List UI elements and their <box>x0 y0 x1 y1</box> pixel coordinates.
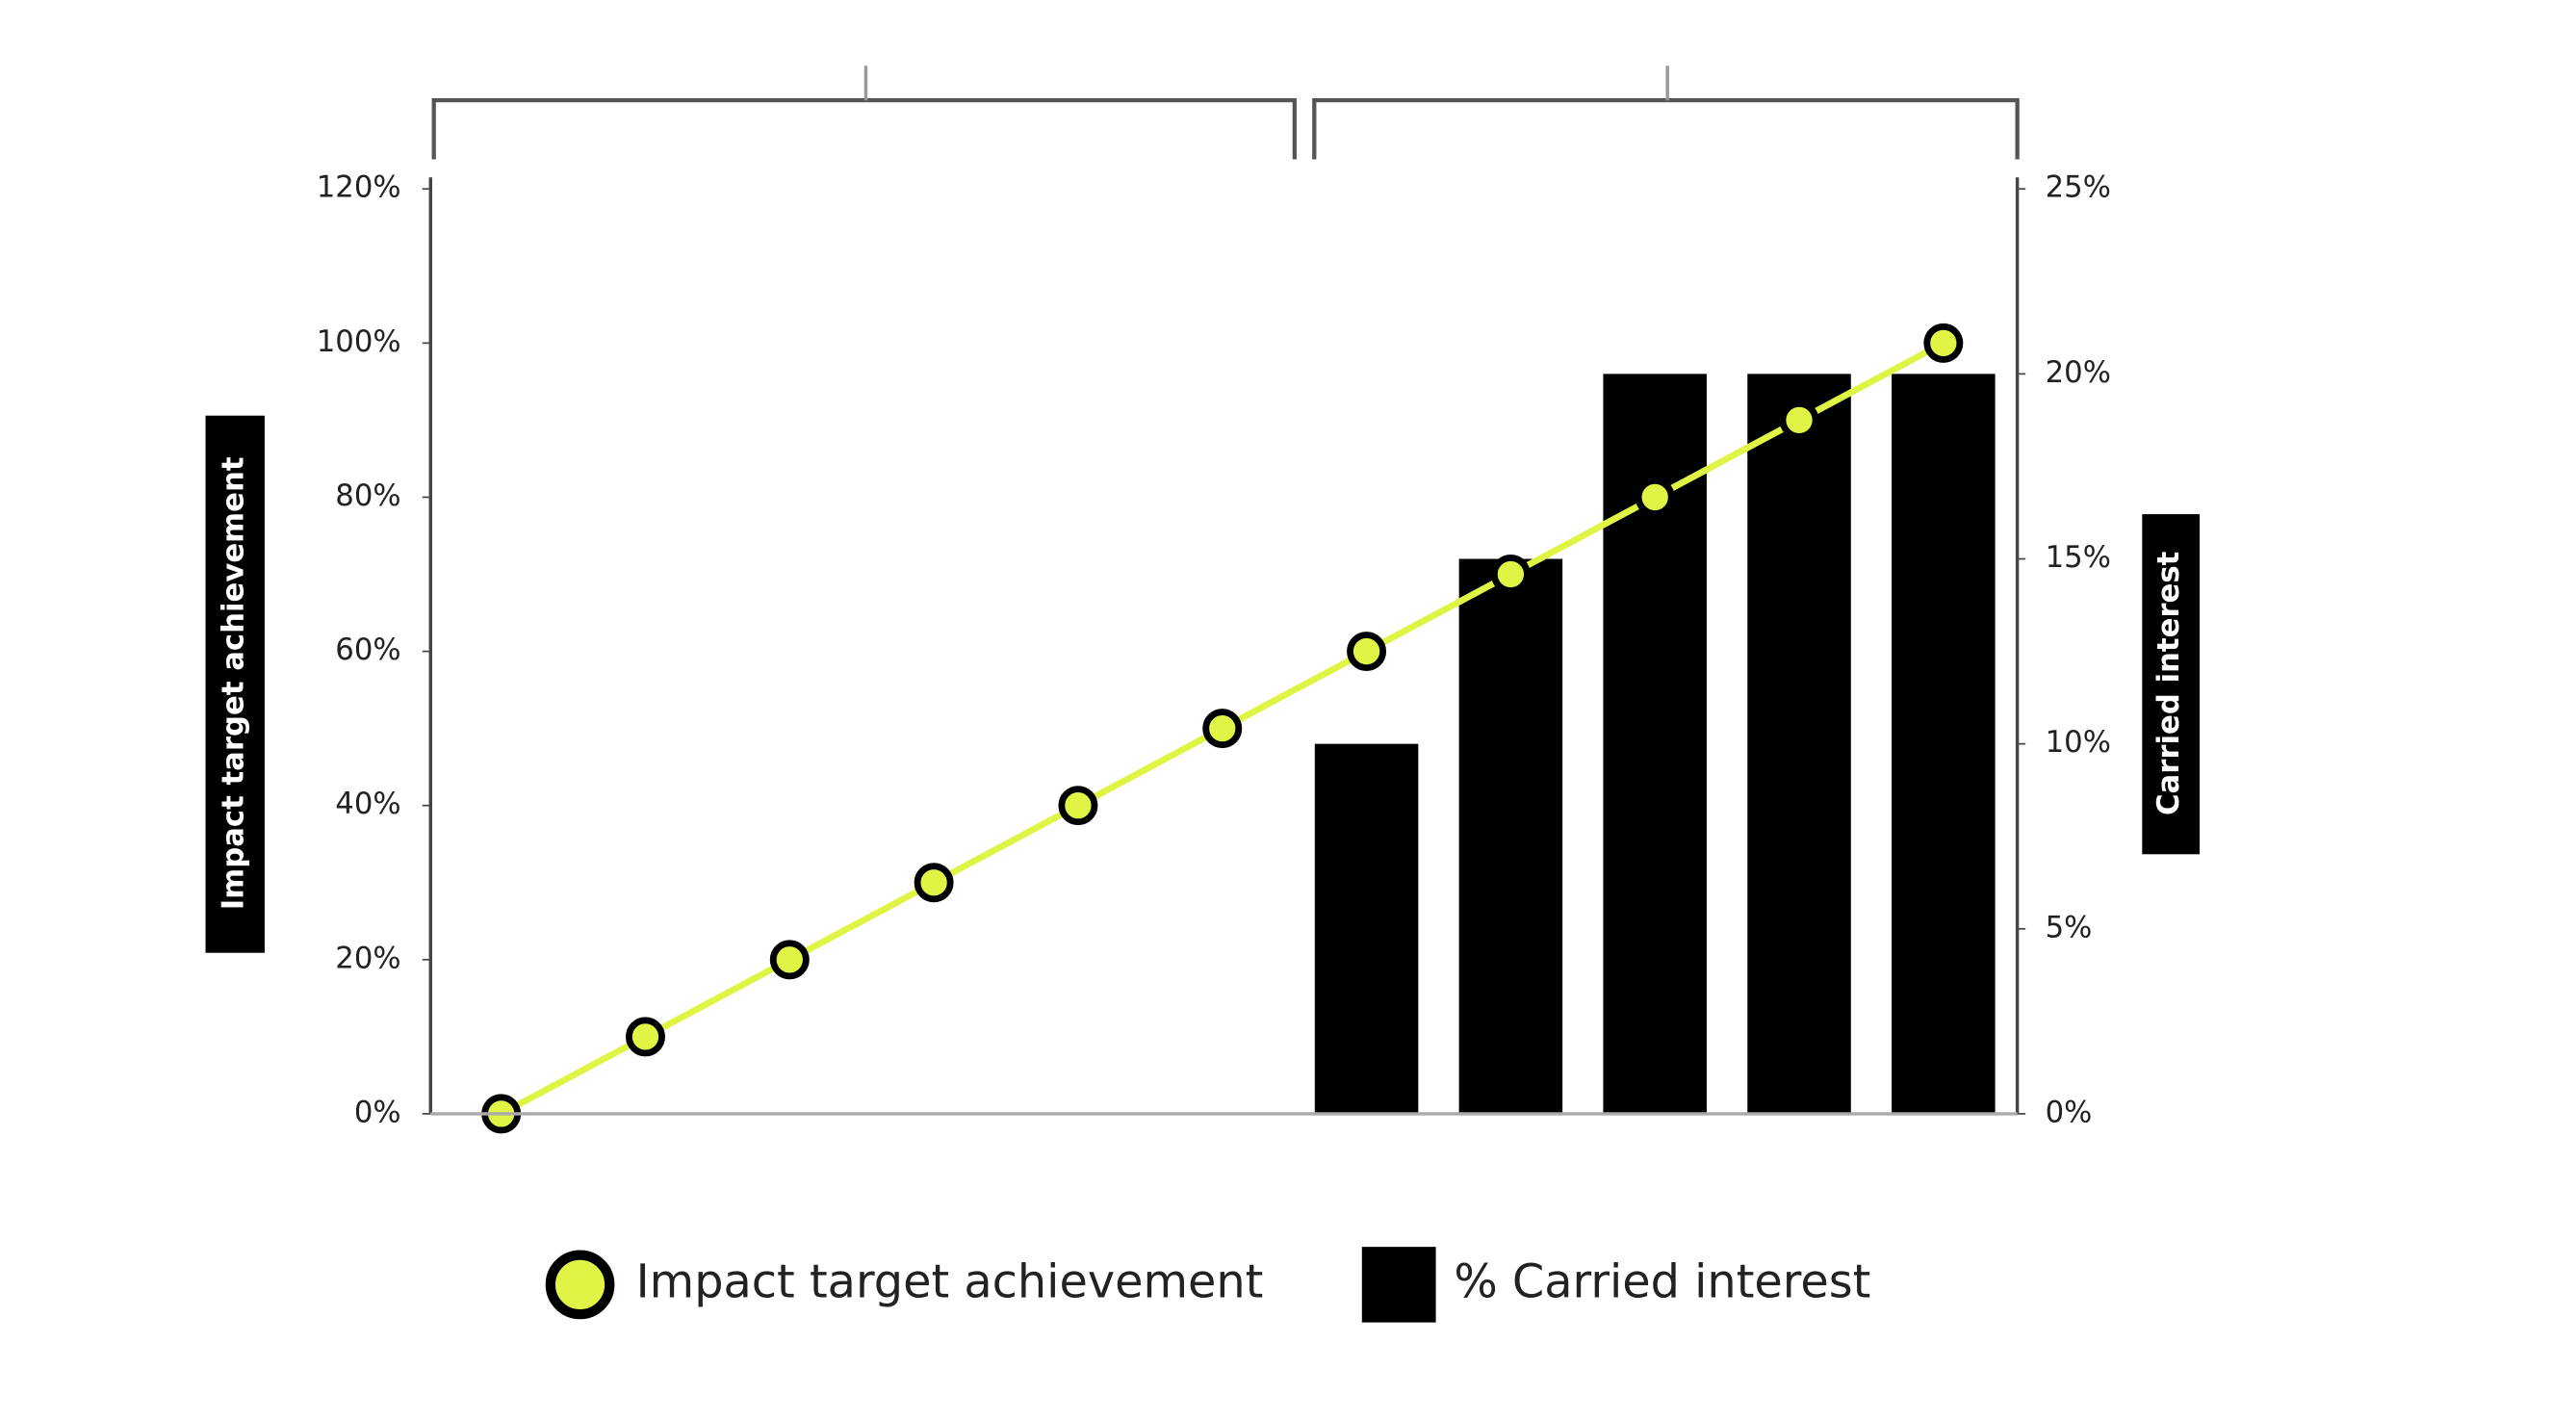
y-tick-label: 20% <box>335 941 400 975</box>
line-marker <box>769 940 810 980</box>
line-marker <box>1779 400 1819 440</box>
y-tick-label: 100% <box>317 324 401 359</box>
y2-tick-label: 20% <box>2046 355 2111 390</box>
line-marker <box>1923 323 1964 363</box>
y2-label-box <box>2142 514 2201 855</box>
line-marker <box>1347 632 1387 672</box>
y2-tick-label: 15% <box>2046 540 2111 575</box>
bracket-tick <box>863 65 1669 101</box>
legend-marker <box>545 1250 615 1320</box>
y-tick-label: 40% <box>335 787 400 821</box>
bar <box>1314 743 1419 1114</box>
line-marker <box>914 863 954 903</box>
y2-tick-label: 0% <box>2046 1095 2093 1129</box>
legend-marker <box>1361 1247 1436 1323</box>
y-tick-label: 0% <box>354 1095 401 1129</box>
y-tick-label: 60% <box>335 633 400 667</box>
bar <box>1458 558 1563 1114</box>
y-axis-title: Impact target achievement <box>217 456 251 910</box>
line-marker <box>1202 709 1243 749</box>
y-tick-label: 80% <box>335 478 400 513</box>
line-marker <box>1490 555 1531 594</box>
y2-axis-title: Carried interest <box>2151 552 2186 815</box>
line-marker <box>1635 477 1675 517</box>
legend-label: Impact target achievement <box>636 1255 1264 1308</box>
legend-label: % Carried interest <box>1454 1255 1870 1308</box>
line-marker <box>625 1017 665 1057</box>
line-marker <box>1058 786 1098 826</box>
bar <box>1747 374 1851 1114</box>
bar <box>1892 374 1996 1114</box>
y2-tick-label: 25% <box>2046 170 2111 205</box>
y-label-box <box>205 415 265 953</box>
y-tick-label: 120% <box>317 170 401 205</box>
y2-tick-label: 5% <box>2046 910 2093 944</box>
y2-tick-label: 10% <box>2046 725 2111 760</box>
bracket <box>431 97 2020 160</box>
